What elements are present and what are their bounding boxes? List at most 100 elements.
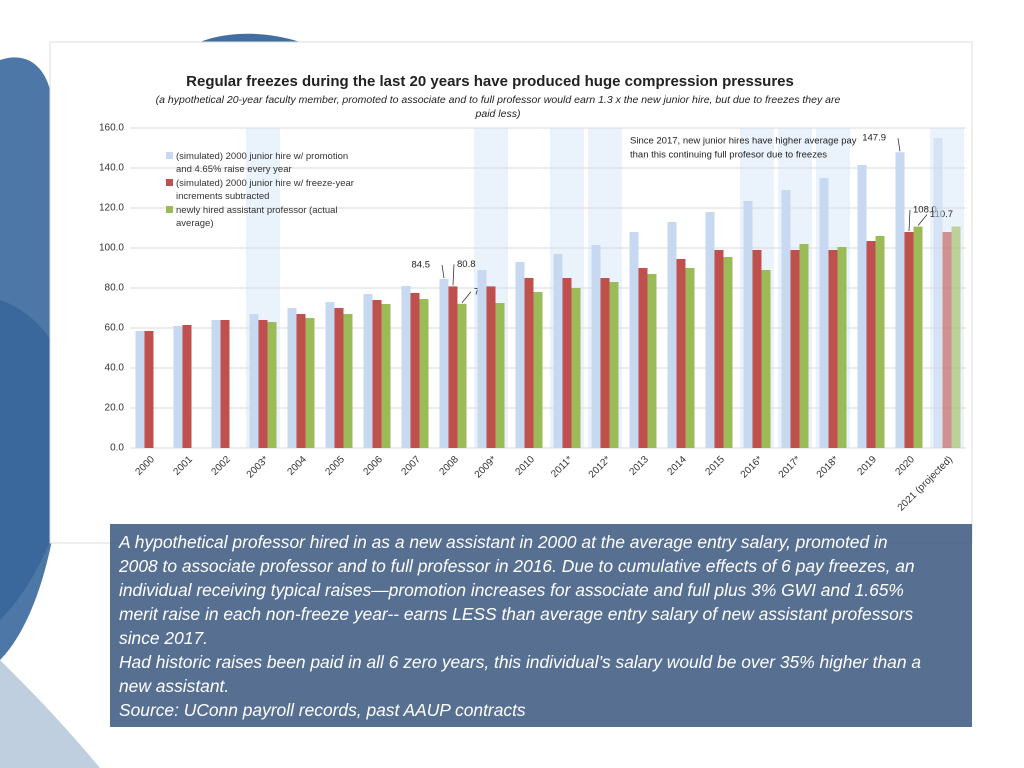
legend-swatch [166,152,173,159]
chart-subtitle: paid less) [475,108,521,120]
legend-swatch [166,179,173,186]
bar [182,325,192,448]
label-leader [917,214,928,226]
bar [799,244,809,448]
bar [591,245,601,448]
caption-line: Had historic raises been paid in all 6 z… [119,652,922,672]
bar [325,302,335,448]
bar [220,320,230,448]
bar [676,259,686,448]
bar [913,226,923,448]
legend-label: (simulated) 2000 junior hire w/ promotio… [176,151,348,175]
label-leader [452,264,455,286]
data-label: 147.9 [862,133,886,144]
bar [837,247,847,448]
bar [705,212,715,448]
data-label: 80.8 [457,259,476,270]
y-tick-label: 60.0 [105,323,125,334]
bar [173,326,183,448]
chart-subtitle: (a hypothetical 20-year faculty member, … [156,94,841,106]
annotation: Since 2017, new junior hires have higher… [630,136,857,147]
caption-line: new assistant. [119,676,230,696]
y-tick-label: 120.0 [99,203,124,214]
bar [951,226,961,448]
bar [372,300,382,448]
bar [305,318,315,448]
label-leader [441,264,445,279]
data-label: 108.0 [913,205,937,216]
bar [334,308,344,448]
bar [249,314,259,448]
bar [571,288,581,448]
annotation: than this continuing full profesor due t… [630,150,827,161]
bar [828,250,838,448]
bar [667,222,677,448]
label-leader [908,209,911,232]
data-label: 84.5 [412,260,431,271]
bar [515,262,525,448]
bar [752,250,762,448]
bar [211,320,221,448]
bar [647,274,657,448]
bar [714,250,724,448]
bar [904,232,914,448]
caption-line: merit raise in each non-freeze year-- ea… [119,604,914,624]
bar [723,257,733,448]
bar [609,282,619,448]
bar [524,278,534,448]
legend-swatch [166,206,173,213]
bar [267,322,277,448]
bar [875,236,885,448]
bar [495,303,505,448]
bar [363,294,373,448]
bar [457,303,467,448]
y-tick-label: 140.0 [99,163,124,174]
caption-line: since 2017. [119,628,208,648]
label-leader [461,291,472,304]
y-tick-label: 80.0 [105,283,125,294]
legend-label: newly hired assistant professor (actual a… [176,205,338,229]
bar [761,270,771,448]
bar [135,331,145,448]
bar [685,268,695,448]
bar [343,314,353,448]
bar [287,308,297,448]
caption-line: 2008 to associate professor and to full … [119,556,915,576]
bar [448,286,458,448]
chart-title: Regular freezes during the last 20 years… [186,73,794,90]
legend-label: (simulated) 2000 junior hire w/ freeze-y… [176,178,354,202]
caption-box: A hypothetical professor hired in as a n… [110,524,972,727]
y-tick-label: 0.0 [110,443,124,454]
bar [562,278,572,448]
caption-line: individual receiving typical raises—prom… [119,580,904,600]
caption-line: A hypothetical professor hired in as a n… [119,532,888,552]
bar [533,292,543,448]
bar [638,268,648,448]
bar [790,250,800,448]
bar [401,286,411,448]
bar [866,241,876,448]
bar [553,254,563,448]
y-tick-label: 20.0 [105,403,125,414]
bar [857,165,867,448]
bar [296,314,306,448]
caption-line: Source: UConn payroll records, past AAUP… [119,700,526,720]
bar [381,304,391,448]
bar [439,279,449,448]
bar [629,232,639,448]
bar [419,299,429,448]
bar [410,293,420,448]
bar [781,190,791,448]
bar [743,201,753,448]
bar [942,232,952,448]
bar [144,331,154,448]
bar [819,178,829,448]
bar [477,270,487,448]
y-tick-label: 160.0 [99,123,124,134]
bar [258,320,268,448]
bar [895,152,905,448]
bar [933,138,943,448]
bar [486,286,496,448]
